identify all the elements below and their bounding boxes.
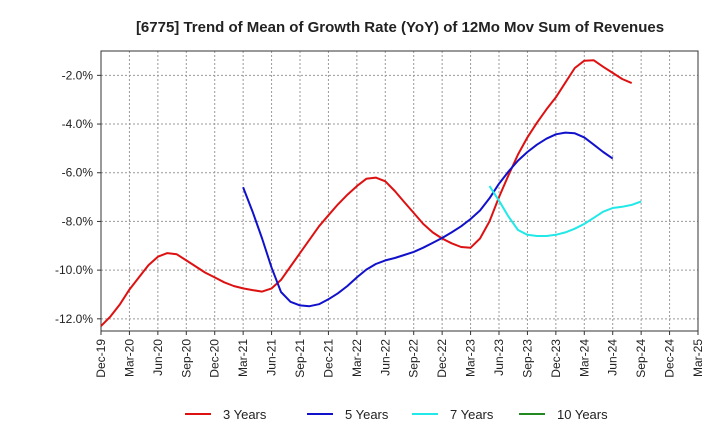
series-line-5-years [242, 131, 614, 308]
x-tick-label: Sep-20 [179, 339, 193, 378]
legend-label: 3 Years [223, 407, 267, 422]
x-tick-label: Sep-23 [520, 339, 534, 378]
x-axis: Dec-19 Mar-20 Jun-20 Sep-20 Dec-20 Mar-21 Jun-… [94, 331, 705, 378]
x-tick-label: Jun-24 [606, 339, 620, 376]
x-tick-label: Sep-22 [407, 339, 421, 378]
x-tick-label: Mar-25 [691, 339, 705, 377]
series-line-3-years [100, 59, 633, 327]
legend-label: 7 Years [450, 407, 494, 422]
legend-label: 10 Years [557, 407, 608, 422]
x-tick-label: Jun-23 [492, 339, 506, 376]
y-tick-label: -8.0% [62, 214, 94, 228]
x-tick-label: Dec-19 [94, 339, 108, 378]
legend: 3 Years 5 Years 7 Years 10 Years [185, 407, 608, 422]
y-tick-label: -6.0% [62, 166, 94, 180]
x-tick-label: Mar-23 [464, 339, 478, 377]
x-tick-label: Jun-20 [151, 339, 165, 376]
x-tick-label: Jun-22 [378, 339, 392, 376]
x-tick-label: Mar-21 [236, 339, 250, 377]
chart-title: [6775] Trend of Mean of Growth Rate (YoY… [136, 19, 664, 36]
legend-label: 5 Years [345, 407, 389, 422]
x-tick-label: Dec-21 [321, 339, 335, 378]
x-tick-label: Sep-24 [634, 339, 648, 378]
x-tick-label: Dec-24 [663, 339, 677, 378]
x-tick-label: Dec-22 [435, 339, 449, 378]
x-tick-label: Sep-21 [293, 339, 307, 378]
y-tick-label: -12.0% [55, 312, 93, 326]
x-tick-label: Mar-20 [122, 339, 136, 377]
y-tick-label: -2.0% [62, 68, 94, 82]
grid-lines [100, 51, 699, 331]
series-layer [100, 59, 642, 327]
y-tick-label: -4.0% [62, 117, 94, 131]
x-tick-label: Mar-24 [577, 339, 591, 377]
series-line-7-years [488, 185, 642, 237]
x-tick-label: Jun-21 [265, 339, 279, 376]
x-tick-label: Dec-20 [208, 339, 222, 378]
x-tick-label: Mar-22 [350, 339, 364, 377]
x-tick-label: Dec-23 [549, 339, 563, 378]
plot-area [100, 50, 699, 332]
y-tick-label: -10.0% [55, 263, 93, 277]
y-axis: -2.0% -4.0% -6.0% -8.0% -10.0% -12.0% [55, 68, 101, 326]
